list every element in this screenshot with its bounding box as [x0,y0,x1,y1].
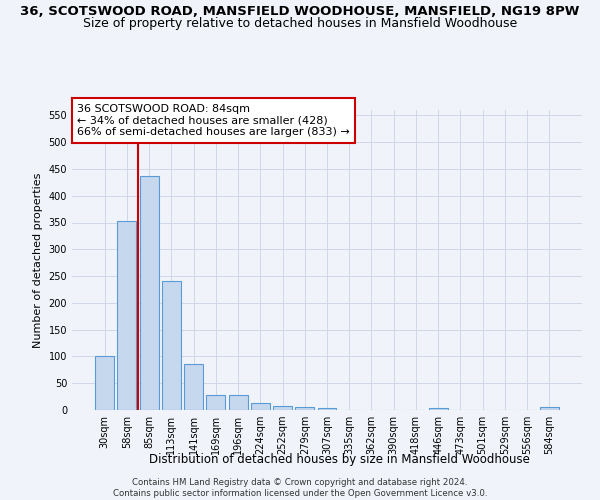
Text: Contains HM Land Registry data © Crown copyright and database right 2024.
Contai: Contains HM Land Registry data © Crown c… [113,478,487,498]
Bar [273,406,292,410]
Text: 36, SCOTSWOOD ROAD, MANSFIELD WOODHOUSE, MANSFIELD, NG19 8PW: 36, SCOTSWOOD ROAD, MANSFIELD WOODHOUSE,… [20,5,580,18]
Y-axis label: Number of detached properties: Number of detached properties [33,172,43,348]
Bar [540,408,559,410]
Bar [118,222,136,410]
Bar [251,403,270,410]
Bar [229,395,248,410]
Bar [429,408,448,410]
Bar [317,408,337,410]
Text: 36 SCOTSWOOD ROAD: 84sqm
← 34% of detached houses are smaller (428)
66% of semi-: 36 SCOTSWOOD ROAD: 84sqm ← 34% of detach… [77,104,350,137]
Bar [95,356,114,410]
Bar [140,176,158,410]
Bar [206,395,225,410]
Bar [295,408,314,410]
Bar [162,282,181,410]
Text: Distribution of detached houses by size in Mansfield Woodhouse: Distribution of detached houses by size … [149,452,529,466]
Text: Size of property relative to detached houses in Mansfield Woodhouse: Size of property relative to detached ho… [83,18,517,30]
Bar [184,364,203,410]
